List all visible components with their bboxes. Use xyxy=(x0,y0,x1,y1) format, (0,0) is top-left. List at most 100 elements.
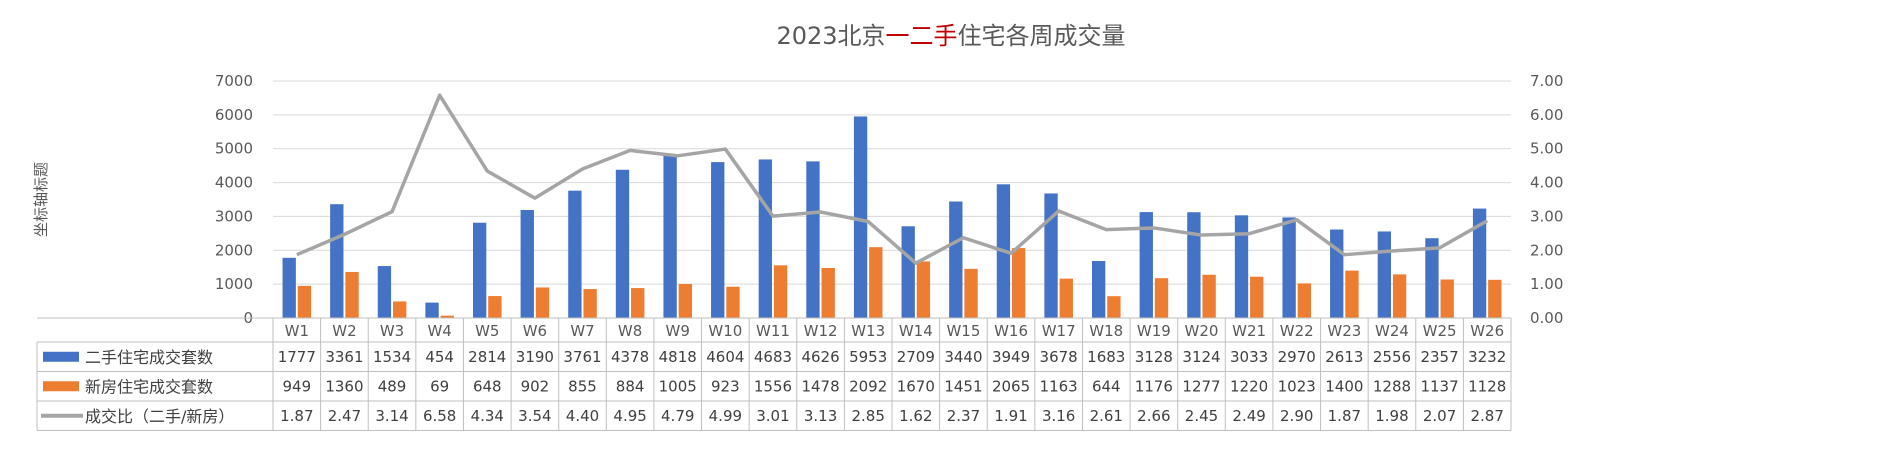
data-label: 1137 xyxy=(1420,377,1458,395)
bar-second-hand xyxy=(1044,193,1058,318)
x-tick-label: W20 xyxy=(1185,322,1219,340)
data-label: 902 xyxy=(521,377,550,395)
data-label: 1220 xyxy=(1230,377,1268,395)
data-label: 1.62 xyxy=(899,407,932,425)
data-label: 4626 xyxy=(801,348,839,366)
y-tick-label-right: 7.00 xyxy=(1530,72,1563,90)
data-label: 4.34 xyxy=(471,407,504,425)
legend-label: 成交比（二手/新房） xyxy=(85,407,234,426)
y-tick-label-left: 1000 xyxy=(215,275,253,293)
x-tick-label: W24 xyxy=(1375,322,1409,340)
bar-new-house xyxy=(392,301,407,318)
y-tick-label-left: 7000 xyxy=(215,72,253,90)
data-label: 3761 xyxy=(563,348,601,366)
data-label: 4378 xyxy=(611,348,649,366)
bar-new-house xyxy=(488,296,502,318)
y-tick-label-right: 6.00 xyxy=(1530,106,1563,124)
data-label: 454 xyxy=(425,348,454,366)
data-label: 1288 xyxy=(1373,377,1411,395)
data-label: 2814 xyxy=(468,348,506,366)
bar-new-house xyxy=(345,271,359,318)
data-label: 2.45 xyxy=(1185,407,1218,425)
bar-second-hand xyxy=(1091,261,1106,318)
data-label: 1451 xyxy=(944,377,982,395)
x-tick-label: W19 xyxy=(1137,322,1171,340)
data-label: 3.16 xyxy=(1042,407,1075,425)
data-label: 4683 xyxy=(754,348,792,366)
data-label: 1277 xyxy=(1182,377,1220,395)
data-label: 648 xyxy=(473,377,502,395)
data-label: 1360 xyxy=(325,377,363,395)
data-label: 1777 xyxy=(278,348,316,366)
data-label: 3190 xyxy=(516,348,554,366)
data-label: 4818 xyxy=(659,348,697,366)
bar-second-hand xyxy=(949,201,963,318)
data-label: 644 xyxy=(1092,377,1121,395)
y-tick-label-right: 5.00 xyxy=(1530,140,1563,158)
data-label: 4604 xyxy=(706,348,744,366)
x-tick-label: W3 xyxy=(380,322,404,340)
bar-new-house xyxy=(1345,270,1359,318)
x-tick-label: W11 xyxy=(756,322,790,340)
data-label: 2556 xyxy=(1373,348,1411,366)
bar-second-hand xyxy=(711,162,725,318)
bar-second-hand xyxy=(1330,229,1344,318)
y-tick-label-left: 3000 xyxy=(215,207,253,225)
x-tick-label: W10 xyxy=(708,322,742,340)
bar-new-house xyxy=(1250,276,1264,318)
bar-second-hand xyxy=(1187,212,1201,318)
bar-new-house xyxy=(297,285,312,318)
legend-key-new-house xyxy=(43,381,79,392)
bar-second-hand xyxy=(615,169,630,318)
bar-new-house xyxy=(535,287,550,318)
data-label: 1.87 xyxy=(1328,407,1361,425)
data-label: 1128 xyxy=(1468,377,1506,395)
bar-second-hand xyxy=(425,302,439,318)
data-label: 3.54 xyxy=(518,407,551,425)
x-tick-label: W2 xyxy=(332,322,356,340)
data-label: 3440 xyxy=(944,348,982,366)
data-label: 3128 xyxy=(1135,348,1173,366)
x-tick-label: W25 xyxy=(1423,322,1457,340)
bar-new-house xyxy=(916,261,931,318)
data-label: 3361 xyxy=(325,348,363,366)
bar-second-hand xyxy=(853,116,868,318)
bar-second-hand xyxy=(758,159,773,318)
x-tick-label: W18 xyxy=(1089,322,1123,340)
bar-new-house xyxy=(678,283,693,318)
data-label: 489 xyxy=(378,377,407,395)
bar-second-hand xyxy=(1139,212,1153,318)
data-label: 3232 xyxy=(1468,348,1506,366)
bar-new-house xyxy=(1440,279,1454,318)
bar-second-hand xyxy=(1377,231,1392,318)
data-label: 3.14 xyxy=(375,407,408,425)
bar-second-hand xyxy=(377,266,392,318)
bar-new-house xyxy=(821,267,835,318)
chart-title: 2023北京一二手住宅各周成交量 xyxy=(776,22,1125,50)
data-label: 4.40 xyxy=(566,407,599,425)
x-tick-label: W22 xyxy=(1280,322,1314,340)
data-label: 1683 xyxy=(1087,348,1125,366)
x-tick-label: W5 xyxy=(475,322,499,340)
legend-label: 新房住宅成交套数 xyxy=(85,377,213,396)
data-label: 2.85 xyxy=(851,407,884,425)
data-label: 2.87 xyxy=(1470,407,1503,425)
bar-new-house xyxy=(773,265,788,318)
y-tick-label-left: 5000 xyxy=(215,140,253,158)
x-tick-label: W14 xyxy=(899,322,933,340)
chart-title-part: 一二手 xyxy=(886,22,958,50)
y-tick-label-left: 6000 xyxy=(215,106,253,124)
bar-second-hand xyxy=(1282,217,1296,318)
x-tick-label: W6 xyxy=(523,322,547,340)
y-tick-label-right: 1.00 xyxy=(1530,275,1563,293)
data-label: 3678 xyxy=(1040,348,1078,366)
bar-new-house xyxy=(1154,278,1169,318)
data-label: 4.99 xyxy=(709,407,742,425)
bar-new-house xyxy=(440,315,454,318)
data-label: 1005 xyxy=(659,377,697,395)
y-tick-label-left: 2000 xyxy=(215,241,253,259)
bar-second-hand xyxy=(472,222,487,318)
x-tick-label: W1 xyxy=(285,322,309,340)
x-tick-label: W26 xyxy=(1470,322,1504,340)
bar-second-hand xyxy=(1472,208,1487,318)
